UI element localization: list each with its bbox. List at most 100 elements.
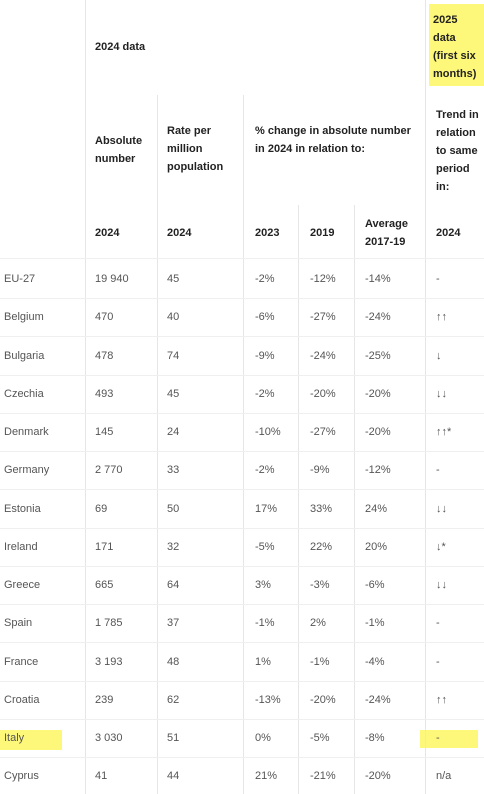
cell: 50 <box>167 502 180 515</box>
cell: 0% <box>255 732 271 744</box>
cell: -5% <box>310 732 330 744</box>
cell: 33% <box>310 502 333 515</box>
column-rule <box>157 95 158 794</box>
year-header: 2023 <box>255 227 280 239</box>
row-rule <box>0 413 484 414</box>
cell: - <box>436 464 440 477</box>
cell: 69 <box>95 502 108 515</box>
cell: -2% <box>255 387 275 400</box>
cell: ↓ <box>436 349 442 362</box>
column-rule <box>354 205 355 794</box>
row-rule <box>0 566 484 567</box>
column-header: Rate per million population <box>167 125 224 173</box>
highlight <box>420 730 478 748</box>
row-label: Cyprus <box>4 770 39 783</box>
column-rule <box>298 205 299 794</box>
cell: 239 <box>95 693 114 706</box>
cell: -9% <box>310 464 330 477</box>
column-header: Trend in relation to same period in: <box>436 109 479 193</box>
column-rule <box>85 0 86 794</box>
cell: 3% <box>255 579 271 591</box>
cell: 62 <box>167 693 180 706</box>
year-header: Average 2017-19 <box>365 218 409 248</box>
cell: -6% <box>255 311 275 324</box>
cell: 2 770 <box>95 464 123 477</box>
cell: 171 <box>95 540 114 553</box>
cell: 74 <box>167 349 180 362</box>
cell: 665 <box>95 579 114 591</box>
row-label: Spain <box>4 617 33 630</box>
group-header: 2024 data <box>95 41 146 53</box>
cell: 41 <box>95 770 108 783</box>
row-rule <box>0 298 484 299</box>
column-rule <box>425 0 426 794</box>
row-rule <box>0 757 484 758</box>
cell: 3 030 <box>95 732 123 744</box>
column-header: % change in absolute number in 2024 in r… <box>255 125 411 155</box>
cell: -24% <box>365 693 391 706</box>
cell: 37 <box>167 617 180 630</box>
cell: -2% <box>255 464 275 477</box>
cell: 64 <box>167 579 180 591</box>
cell: 2% <box>310 617 326 630</box>
row-label: Bulgaria <box>4 349 45 362</box>
cell: ↓* <box>436 540 446 553</box>
cell: 44 <box>167 770 180 783</box>
year-header: 2024 <box>436 227 461 239</box>
row-rule <box>0 719 484 720</box>
cell: 1 785 <box>95 617 123 630</box>
row-label: Italy <box>4 732 25 744</box>
cell: 45 <box>167 387 180 400</box>
year-header: 2019 <box>310 227 335 239</box>
year-header: 2024 <box>95 227 120 239</box>
cell: 32 <box>167 540 180 553</box>
cell: 24 <box>167 426 180 438</box>
cell: 24% <box>365 502 388 515</box>
cell: -8% <box>365 732 385 744</box>
row-rule <box>0 528 484 529</box>
cell: 22% <box>310 540 333 553</box>
cell: -1% <box>365 617 385 630</box>
row-rule <box>0 336 484 337</box>
cell: ↑↑ <box>436 693 447 706</box>
cell: 17% <box>255 502 278 515</box>
cell: 3 193 <box>95 655 123 668</box>
cell: - <box>436 732 440 744</box>
cell: -1% <box>255 617 275 630</box>
row-label: France <box>4 655 39 668</box>
cell: 33 <box>167 464 180 477</box>
row-rule <box>0 642 484 643</box>
cell: ↑↑ <box>436 311 447 324</box>
cell: -13% <box>255 693 281 706</box>
column-rule <box>243 95 244 794</box>
column-header: Absolute number <box>95 135 143 165</box>
row-rule <box>0 489 484 490</box>
cell: ↓↓ <box>436 502 447 515</box>
row-label: Estonia <box>4 502 41 515</box>
cell: -3% <box>310 579 330 591</box>
cell: 48 <box>167 655 180 668</box>
cell: 21% <box>255 770 278 783</box>
row-label: Ireland <box>4 540 38 553</box>
cell: -12% <box>310 273 336 285</box>
row-rule <box>0 375 484 376</box>
row-label: Greece <box>4 579 41 591</box>
year-header: 2024 <box>167 227 192 239</box>
cell: -24% <box>365 311 391 324</box>
highlight <box>429 4 484 86</box>
cell: -5% <box>255 540 275 553</box>
cell: - <box>436 655 440 668</box>
row-label: Czechia <box>4 387 44 400</box>
row-rule <box>0 604 484 605</box>
cell: -12% <box>365 464 391 477</box>
cell: -9% <box>255 349 275 362</box>
cell: -24% <box>310 349 336 362</box>
cell: -6% <box>365 579 385 591</box>
cell: 19 940 <box>95 273 129 285</box>
cell: -1% <box>310 655 330 668</box>
cell: 45 <box>167 273 180 285</box>
row-rule <box>0 681 484 682</box>
cell: -10% <box>255 426 281 438</box>
row-label: Germany <box>4 464 50 477</box>
